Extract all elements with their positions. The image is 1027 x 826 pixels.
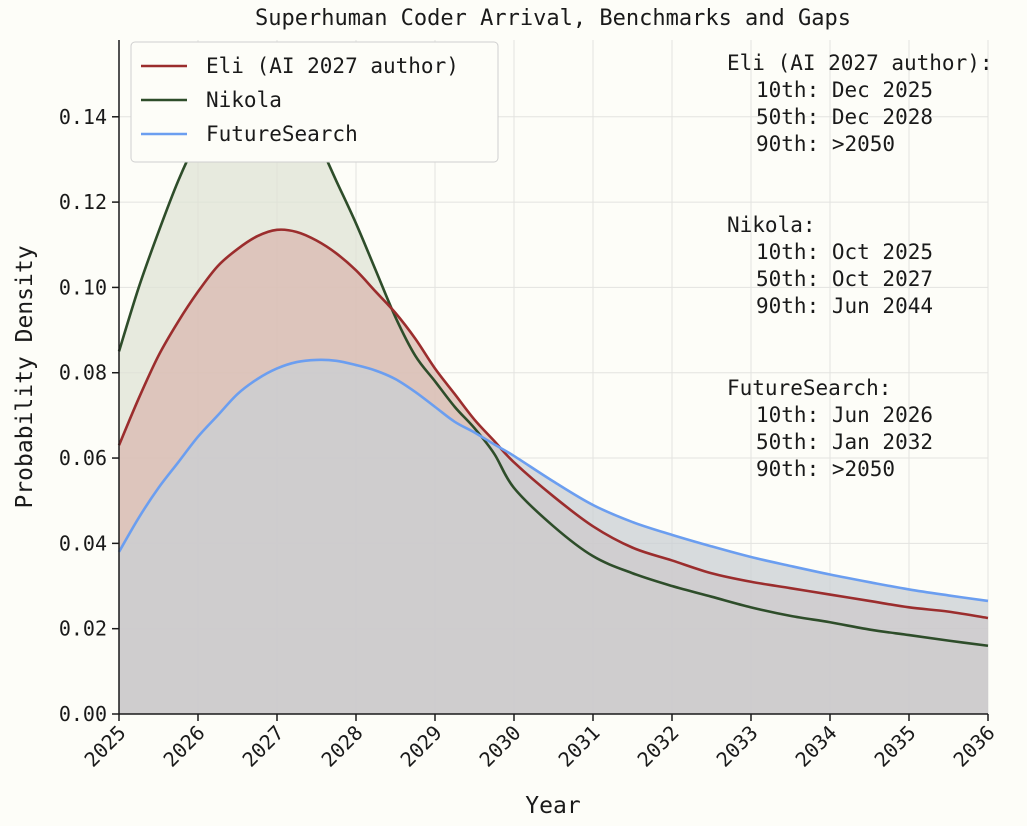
x-tick-label: 2028 xyxy=(317,721,368,772)
annotation-line: 50th: Dec 2028 xyxy=(756,105,933,129)
annotation-heading: FutureSearch: xyxy=(727,376,891,400)
legend-box xyxy=(130,41,499,163)
legend-label: Eli (AI 2027 author) xyxy=(206,54,459,78)
legend-label: FutureSearch xyxy=(206,122,358,146)
annotation-heading: Eli (AI 2027 author): xyxy=(727,51,993,75)
annotation-line: 50th: Oct 2027 xyxy=(756,267,933,291)
annotation-line: 10th: Oct 2025 xyxy=(756,240,933,264)
x-tick-label: 2032 xyxy=(633,721,684,772)
x-tick-label: 2036 xyxy=(949,721,1000,772)
legend: Eli (AI 2027 author) Nikola FutureSearch xyxy=(130,41,499,163)
annotation-line: 90th: >2050 xyxy=(756,457,895,481)
x-tick-label: 2025 xyxy=(80,721,131,772)
series-line-0 xyxy=(117,228,989,620)
x-tick-label: 2034 xyxy=(791,721,842,772)
y-tick-label: 0.12 xyxy=(59,190,107,214)
x-tick-label: 2027 xyxy=(238,721,289,772)
y-tick-label: 0.02 xyxy=(59,617,107,641)
x-tick-label: 2026 xyxy=(159,721,210,772)
axes xyxy=(118,40,988,715)
y-tick-label: 0.14 xyxy=(59,105,107,129)
series-line-2 xyxy=(117,358,989,603)
x-ticks: 2025 2026 2027 2028 2029 2030 2031 2032 2033 2034… xyxy=(80,714,1000,772)
y-tick-label: 0.10 xyxy=(59,275,107,299)
x-axis-label: Year xyxy=(525,793,580,819)
y-axis-label: Probability Density xyxy=(12,245,38,508)
area-fills xyxy=(119,74,988,715)
annotation-line: 50th: Jan 2032 xyxy=(756,430,933,454)
annotation-line: 10th: Jun 2026 xyxy=(756,403,933,427)
x-tick-label: 2029 xyxy=(396,721,447,772)
y-tick-label: 0.08 xyxy=(59,361,107,385)
x-tick-label: 2033 xyxy=(712,721,763,772)
annotation-line: 90th: >2050 xyxy=(756,132,895,156)
y-tick-label: 0.00 xyxy=(59,702,107,726)
legend-label: Nikola xyxy=(206,88,282,112)
y-ticks: 0.00 0.02 0.04 0.06 0.08 0.10 0.12 0.14 xyxy=(59,105,119,726)
annotation-line: 90th: Jun 2044 xyxy=(756,294,933,318)
annotation-heading: Nikola: xyxy=(727,213,816,237)
x-tick-label: 2031 xyxy=(554,721,605,772)
percentile-annotations: Eli (AI 2027 author): 10th: Dec 2025 50th:… xyxy=(727,51,993,481)
y-tick-label: 0.06 xyxy=(59,446,107,470)
chart-title: Superhuman Coder Arrival, Benchmarks and… xyxy=(255,6,851,31)
annotation-line: 10th: Dec 2025 xyxy=(756,78,933,102)
x-tick-label: 2035 xyxy=(870,721,921,772)
x-tick-label: 2030 xyxy=(475,721,526,772)
y-tick-label: 0.04 xyxy=(59,531,107,555)
series-area-2 xyxy=(119,359,988,714)
